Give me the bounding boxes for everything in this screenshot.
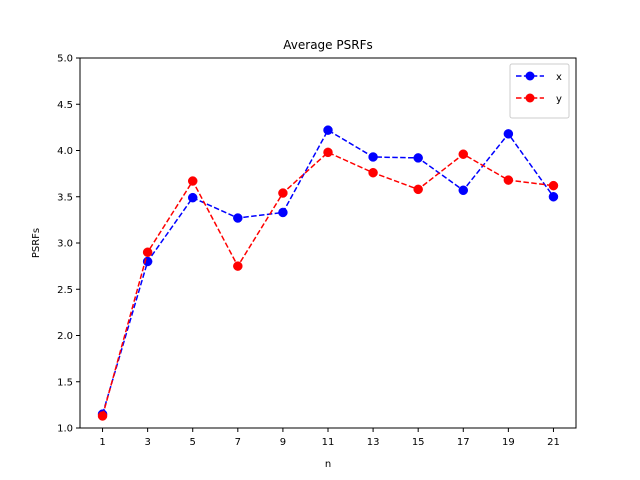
data-point-x: [323, 125, 333, 135]
y-tick-label: 2.5: [57, 285, 73, 296]
legend-frame: [509, 63, 570, 119]
y-tick-label: 1.5: [57, 377, 73, 388]
legend-marker-y: [525, 93, 535, 103]
legend-marker-x: [525, 71, 535, 81]
data-point-y: [233, 261, 243, 271]
x-tick-label: 5: [190, 437, 196, 448]
data-point-x: [278, 207, 288, 218]
chart-title: Average PSRFs: [283, 38, 372, 52]
data-point-y: [142, 247, 153, 257]
data-point-x: [187, 192, 198, 203]
data-point-y: [503, 175, 514, 185]
data-point-y: [187, 176, 198, 186]
x-tick-label: 1: [99, 437, 105, 448]
y-tick-label: 4.0: [57, 146, 73, 157]
x-tick-label: 3: [144, 437, 150, 448]
data-point-x: [503, 129, 514, 139]
series-line-x: [101, 129, 555, 415]
x-tick-label: 17: [457, 437, 470, 448]
data-point-x: [413, 153, 423, 163]
y-axis-title: PSRFs: [31, 228, 42, 258]
y-tick-label: 2.0: [57, 331, 73, 342]
legend-label-y: y: [556, 94, 562, 105]
data-point-y: [413, 184, 423, 195]
data-point-x: [368, 152, 378, 162]
y-tick-label: 4.5: [57, 100, 73, 111]
y-tick-label: 3.0: [57, 239, 73, 250]
data-point-y: [97, 411, 108, 421]
y-tick-label: 3.5: [57, 192, 73, 203]
x-tick-label: 15: [412, 437, 425, 448]
data-point-y: [458, 149, 469, 159]
legend: xy: [509, 63, 570, 119]
data-point-y: [548, 180, 559, 191]
y-tick-label: 1.0: [57, 424, 73, 435]
data-point-x: [233, 213, 243, 223]
series-line-y: [101, 151, 554, 417]
data-point-y: [278, 188, 288, 198]
x-tick-label: 7: [235, 437, 241, 448]
x-tick-label: 13: [367, 437, 380, 448]
x-axis-title: n: [325, 459, 331, 470]
data-point-x: [548, 192, 559, 202]
x-tick-label: 19: [502, 437, 515, 448]
x-tick-label: 21: [547, 437, 560, 448]
x-tick-label: 11: [322, 437, 335, 448]
data-point-y: [368, 167, 378, 178]
data-point-y: [323, 147, 333, 158]
y-tick-label: 5.0: [57, 54, 73, 65]
data-point-x: [458, 185, 469, 196]
x-tick-label: 9: [280, 437, 286, 448]
plot-frame: [79, 57, 577, 429]
legend-label-x: x: [556, 72, 562, 83]
